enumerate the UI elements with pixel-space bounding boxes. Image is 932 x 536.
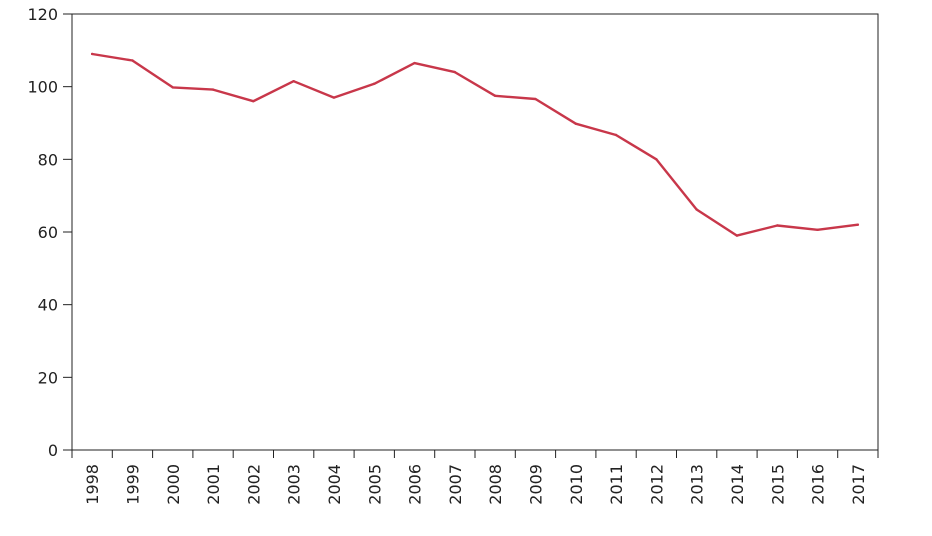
data-point <box>373 82 376 85</box>
data-point <box>493 94 497 97</box>
data-point <box>816 228 819 232</box>
data-point <box>413 61 416 65</box>
data-point <box>614 133 618 137</box>
x-tick-label: 1999 <box>123 464 142 505</box>
x-tick-label: 2002 <box>244 464 263 505</box>
y-tick-label: 60 <box>38 223 58 242</box>
data-point <box>695 208 698 211</box>
x-tick-label: 2014 <box>728 464 747 505</box>
x-tick-label: 2010 <box>567 464 586 505</box>
data-point <box>131 59 134 62</box>
x-tick-label: 2007 <box>446 464 465 505</box>
y-tick-label: 100 <box>27 78 58 97</box>
data-point <box>211 88 215 91</box>
x-tick-label: 2012 <box>647 464 666 505</box>
x-tick-label: 2011 <box>607 464 626 505</box>
data-point <box>735 234 739 237</box>
y-tick-label: 0 <box>48 441 58 460</box>
y-tick-label: 120 <box>27 5 58 24</box>
x-tick-label: 2003 <box>285 464 304 505</box>
x-tick-label: 2008 <box>486 464 505 505</box>
x-tick-label: 2006 <box>406 464 425 505</box>
data-point <box>332 96 336 99</box>
plot-frame <box>71 13 879 451</box>
y-tick-label: 20 <box>38 368 58 387</box>
x-tick-label: 1998 <box>83 464 102 505</box>
y-tick-label: 40 <box>38 296 58 315</box>
x-tick-label: 2000 <box>164 464 183 505</box>
x-tick-label: 2013 <box>688 464 707 505</box>
series-line <box>90 52 859 237</box>
data-point <box>655 158 658 161</box>
data-point <box>574 122 577 125</box>
x-tick-label: 2015 <box>768 464 787 505</box>
x-axis: 1998 1999 2000 2001 2002 2003 2004 2005 2006 2007… <box>71 450 879 505</box>
data-point <box>252 100 255 103</box>
x-tick-label: 2009 <box>526 464 545 505</box>
data-point <box>776 224 779 227</box>
data-point <box>292 80 295 83</box>
data-point <box>534 97 537 101</box>
x-tick-label: 2005 <box>365 464 384 505</box>
x-tick-label: 2001 <box>204 464 223 505</box>
data-point <box>453 70 457 74</box>
data-point <box>90 52 94 56</box>
data-point <box>171 86 174 89</box>
x-tick-label: 2017 <box>849 464 868 505</box>
y-axis: 0 20 40 60 80 100 120 <box>27 5 72 460</box>
x-tick-label: 2016 <box>809 464 828 505</box>
x-tick-label: 2004 <box>325 464 344 505</box>
y-tick-label: 80 <box>38 150 58 169</box>
series-group <box>90 52 860 237</box>
data-point <box>856 223 860 226</box>
